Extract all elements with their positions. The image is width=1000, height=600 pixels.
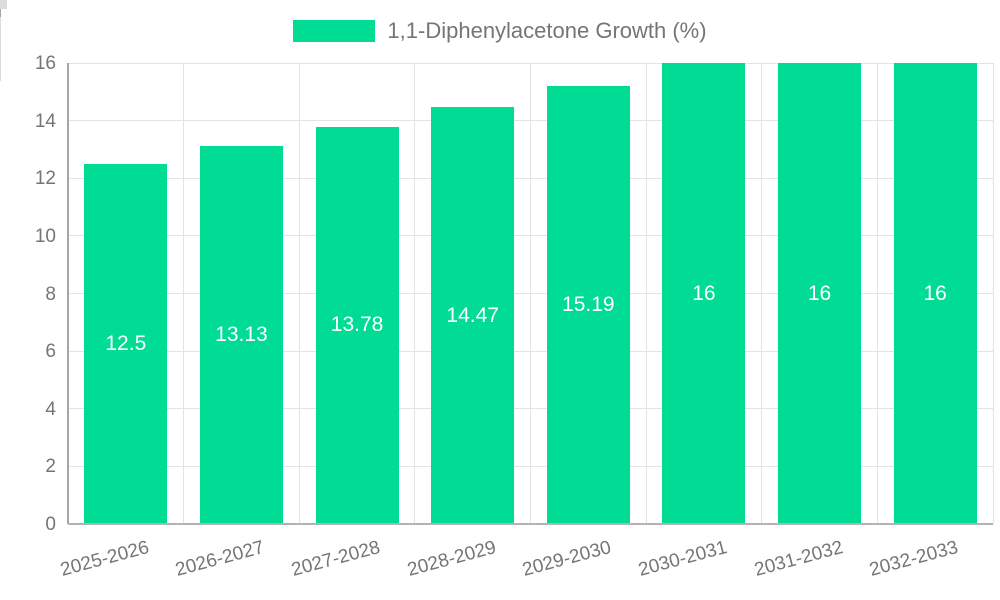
bar-2032-2033[interactable]: 16	[893, 63, 977, 524]
y-tick-label-14: 14	[34, 110, 56, 132]
y-tick-label-16: 16	[34, 53, 56, 74]
bar-value-label-2032-2033: 16	[923, 281, 947, 305]
y-tick-label-2: 2	[45, 456, 56, 478]
y-axis-line	[67, 63, 69, 524]
y-tick-6	[0, 3, 7, 4]
y-tick-label-4: 4	[45, 398, 56, 420]
bar-2030-2031[interactable]: 16	[662, 63, 746, 524]
y-tick-label-12: 12	[34, 168, 56, 190]
y-tick-12	[0, 6, 7, 7]
bar-value-label-2026-2027: 13.13	[215, 322, 268, 346]
x-axis-baseline	[68, 523, 993, 525]
y-tick-4	[0, 2, 7, 3]
bar-value-label-2031-2032: 16	[807, 281, 832, 305]
x-tick-0	[0, 9, 1, 17]
y-tick-label-0: 0	[45, 514, 56, 535]
y-tick-0	[0, 0, 7, 1]
x-tick-4	[0, 41, 1, 49]
bar-value-label-2025-2026: 12.5	[105, 331, 147, 355]
legend: 1,1-Diphenylacetone Growth (%)	[0, 18, 1000, 44]
v-gridline-2	[298, 63, 300, 524]
legend-label: 1,1-Diphenylacetone Growth (%)	[387, 18, 707, 43]
y-tick-label-8: 8	[45, 283, 56, 305]
v-gridline-4	[530, 63, 531, 524]
v-gridline-1	[183, 63, 185, 524]
bar-value-label-2030-2031: 16	[692, 281, 716, 305]
y-tick-10	[0, 5, 7, 6]
v-gridline-5	[645, 63, 647, 524]
v-gridline-6	[761, 63, 763, 524]
y-tick-8	[0, 4, 7, 5]
bar-2028-2029[interactable]: 14.47	[431, 107, 515, 524]
v-gridline-3	[414, 63, 416, 524]
bar-2029-2030[interactable]: 15.19	[546, 86, 630, 524]
bar-value-label-2029-2030: 15.19	[562, 293, 615, 317]
x-tick-3	[0, 33, 1, 41]
y-tick-2	[0, 1, 7, 2]
bar-value-label-2028-2029: 14.47	[446, 303, 499, 327]
bar-2027-2028[interactable]: 13.78	[315, 126, 399, 524]
y-tick-16	[0, 8, 7, 9]
x-tick-2	[0, 25, 1, 33]
legend-swatch	[293, 20, 376, 42]
bar-2026-2027[interactable]: 13.13	[199, 145, 283, 524]
bar-2025-2026[interactable]: 12.5	[84, 163, 168, 524]
v-gridline-7	[876, 63, 878, 524]
v-gridline-8	[992, 63, 994, 524]
y-tick-14	[0, 7, 7, 8]
x-tick-7	[0, 65, 1, 73]
x-tick-8	[0, 73, 1, 81]
x-tick-1	[0, 17, 1, 25]
bar-2031-2032[interactable]: 16	[778, 63, 862, 524]
x-tick-5	[0, 49, 1, 57]
y-tick-label-6: 6	[45, 341, 56, 363]
x-tick-6	[0, 57, 1, 65]
y-tick-label-10: 10	[34, 225, 56, 247]
bar-value-label-2027-2028: 13.78	[330, 313, 384, 337]
